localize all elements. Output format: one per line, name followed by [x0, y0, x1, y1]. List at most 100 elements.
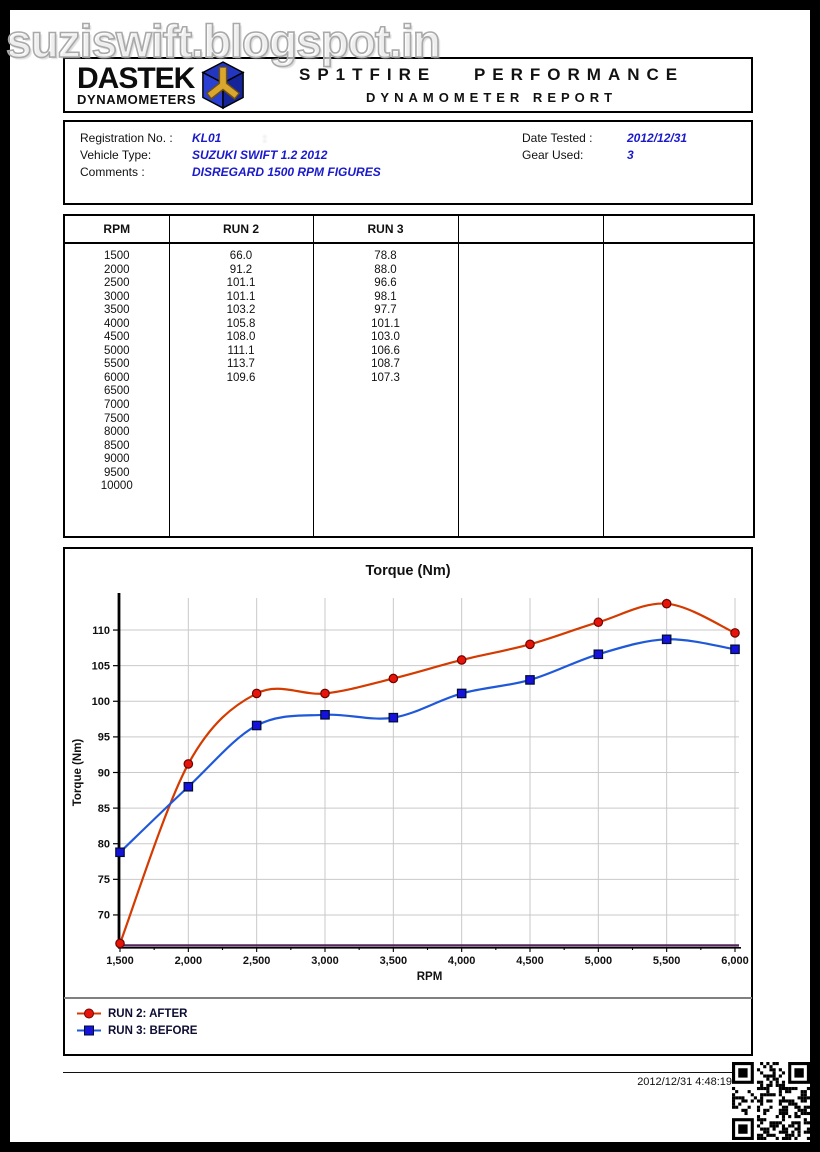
table-cell: 3000	[63, 290, 170, 305]
table-cell: 106.6	[312, 344, 459, 359]
table-row: 7000	[63, 398, 755, 413]
table-cell	[457, 439, 604, 454]
svg-text:5,500: 5,500	[653, 955, 681, 967]
table-cell	[602, 243, 755, 264]
table-cell: 113.7	[168, 358, 314, 372]
table-cell	[457, 358, 604, 372]
table-cell	[602, 412, 755, 427]
table-cell	[168, 385, 314, 399]
legend-item: RUN 2: AFTER	[77, 1005, 197, 1022]
run-data-table: RPM RUN 2 RUN 3 1500 66.0 78.8 2000 91.2 88.0 25…	[63, 214, 755, 538]
table-cell: 5000	[63, 344, 170, 359]
table-row: 4000 105.8 101.1	[63, 317, 755, 332]
table-cell	[168, 439, 314, 454]
table-cell: 97.7	[312, 304, 459, 318]
table-cell	[457, 398, 604, 413]
table-cell	[457, 385, 604, 399]
table-cell	[312, 480, 459, 494]
table-row: 3000 101.1 98.1	[63, 290, 755, 305]
svg-text:2,500: 2,500	[243, 955, 271, 967]
legend-separator	[64, 997, 752, 999]
torque-chart-box: Torque (Nm) 70 75 80 85 90 95 100 105 110 1,500 2,…	[63, 547, 753, 1056]
table-cell	[602, 290, 755, 305]
table-cell: 108.7	[312, 358, 459, 372]
chart-title: Torque (Nm)	[365, 563, 451, 579]
table-cell: 9500	[63, 466, 170, 481]
table-row: 2000 91.2 88.0	[63, 263, 755, 278]
registration-label: Registration No. :	[80, 131, 173, 145]
table-row: 2500 101.1 96.6	[63, 277, 755, 291]
table-cell: 98.1	[312, 290, 459, 305]
table-cell	[602, 371, 755, 386]
svg-text:70: 70	[98, 910, 110, 922]
table-cell	[312, 385, 459, 399]
svg-text:6,000: 6,000	[721, 955, 749, 967]
table-cell: 6000	[63, 371, 170, 386]
table-cell: 111.1	[168, 344, 314, 359]
table-cell	[602, 317, 755, 332]
table-cell	[457, 371, 604, 386]
legend-label: RUN 2: AFTER	[108, 1007, 188, 1020]
gear-used-value: 3	[627, 148, 634, 162]
info-box: Registration No. : KL01 : Vehicle Type: …	[63, 120, 753, 205]
table-cell	[312, 439, 459, 454]
table-cell	[457, 466, 604, 481]
svg-text:4,000: 4,000	[448, 955, 476, 967]
svg-text:1,500: 1,500	[106, 955, 134, 967]
header-box: DASTEK DYNAMOMETERS SP1TFIRE PERFORMANCE…	[63, 57, 753, 113]
table-header-row: RPM RUN 2 RUN 3	[63, 214, 755, 244]
table-header-cell: RPM	[63, 214, 170, 244]
table-row: 9500	[63, 466, 755, 481]
qr-code	[732, 1062, 810, 1140]
table-row: 5500 113.7 108.7	[63, 358, 755, 372]
table-row: 9000	[63, 453, 755, 467]
table-cell: 10000	[63, 480, 170, 494]
svg-text:RPM: RPM	[417, 971, 443, 983]
vehicle-type-label: Vehicle Type:	[80, 148, 152, 162]
table-cell: 4000	[63, 317, 170, 332]
comments-value: DISREGARD 1500 RPM FIGURES	[192, 165, 381, 179]
table-row: 8500	[63, 439, 755, 454]
table-header-cell	[602, 214, 755, 244]
footer-separator	[63, 1072, 733, 1073]
svg-text:110: 110	[92, 625, 110, 637]
table-cell	[457, 426, 604, 440]
table-cell: 96.6	[312, 277, 459, 291]
table-cell	[602, 466, 755, 481]
table-cell	[602, 304, 755, 318]
table-cell	[168, 412, 314, 427]
table-cell: 7000	[63, 398, 170, 413]
table-cell: 78.8	[312, 243, 459, 264]
torque-chart-plot: 70 75 80 85 90 95 100 105 110 1,500 2,000 2,500 3,00…	[72, 593, 749, 983]
table-cell	[168, 398, 314, 413]
table-row: 4500 108.0 103.0	[63, 331, 755, 345]
brand-cube-icon	[201, 61, 245, 110]
table-cell: 5500	[63, 358, 170, 372]
table-cell: 103.0	[312, 331, 459, 345]
table-cell	[457, 453, 604, 467]
table-row: 6500	[63, 385, 755, 399]
svg-text:85: 85	[98, 803, 110, 815]
registration-value: KL01	[192, 131, 222, 145]
table-row: 10000	[63, 480, 755, 494]
run-data-table-wrap: RPM RUN 2 RUN 3 1500 66.0 78.8 2000 91.2 88.0 25…	[63, 214, 755, 538]
table-cell	[602, 331, 755, 345]
brand-name: DASTEK	[77, 62, 195, 95]
table-cell	[457, 243, 604, 264]
table-cell	[168, 453, 314, 467]
table-cell	[602, 344, 755, 359]
svg-text:3,500: 3,500	[380, 955, 408, 967]
svg-text:90: 90	[98, 767, 110, 779]
table-cell	[457, 480, 604, 494]
table-cell: 88.0	[312, 263, 459, 278]
table-row: 7500	[63, 412, 755, 427]
table-cell	[602, 453, 755, 467]
table-cell: 1500	[63, 243, 170, 264]
table-cell	[168, 426, 314, 440]
table-cell	[457, 263, 604, 278]
svg-text:5,000: 5,000	[585, 955, 613, 967]
table-cell	[457, 317, 604, 332]
comments-label: Comments :	[80, 165, 145, 179]
table-cell	[312, 466, 459, 481]
table-cell: 101.1	[312, 317, 459, 332]
